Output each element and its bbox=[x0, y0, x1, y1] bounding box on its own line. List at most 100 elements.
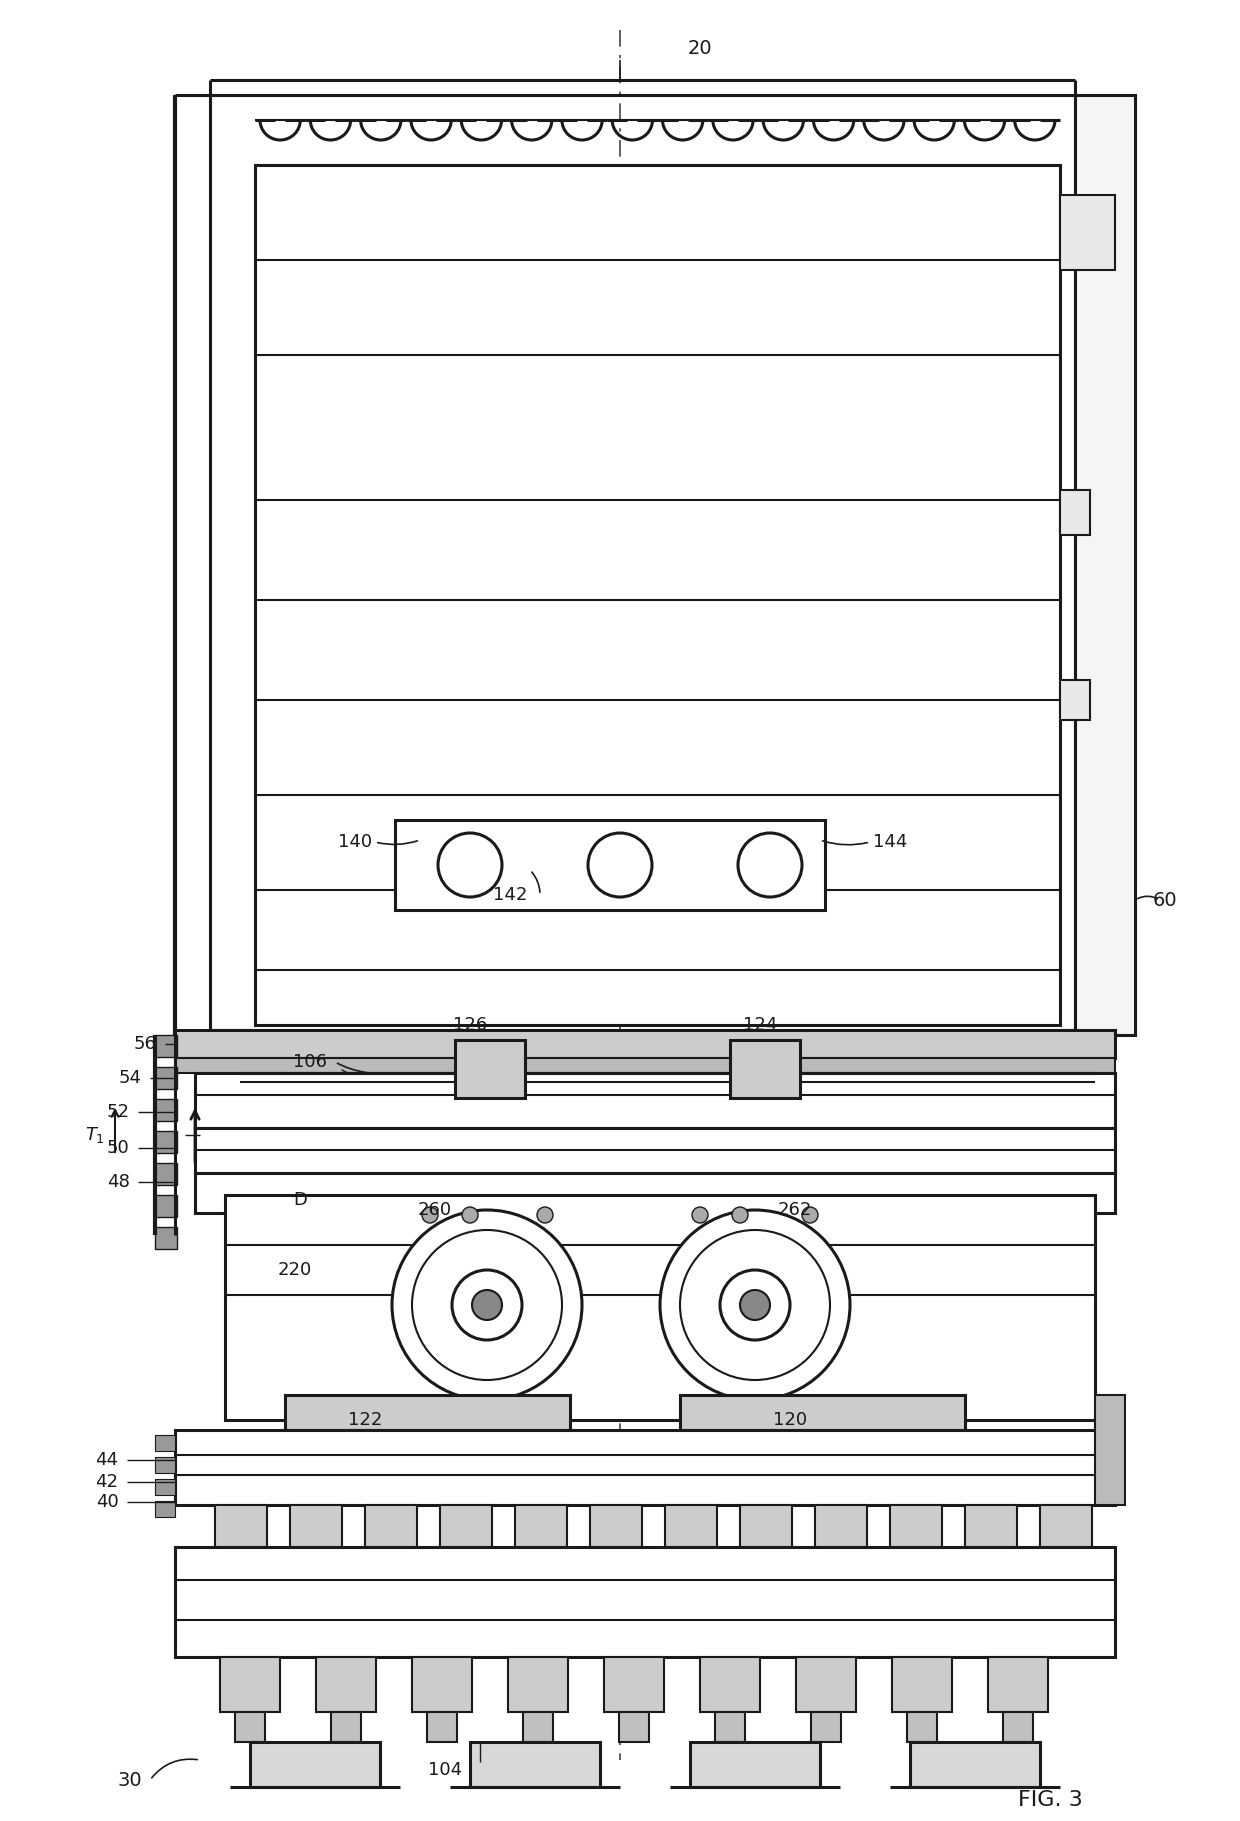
Bar bbox=[155, 1227, 177, 1249]
Bar bbox=[175, 1548, 1115, 1657]
Circle shape bbox=[802, 1207, 818, 1224]
Text: $T_1$: $T_1$ bbox=[86, 1125, 105, 1145]
Text: 44: 44 bbox=[95, 1451, 119, 1470]
Bar bbox=[195, 1073, 1115, 1127]
Bar bbox=[665, 1504, 717, 1548]
Text: 220: 220 bbox=[278, 1260, 312, 1278]
Bar bbox=[689, 1743, 820, 1786]
Bar bbox=[523, 1712, 553, 1743]
Text: 60: 60 bbox=[1153, 890, 1177, 909]
Bar bbox=[740, 1504, 792, 1548]
Bar bbox=[796, 1657, 856, 1712]
Bar bbox=[219, 1657, 280, 1712]
Text: 48: 48 bbox=[107, 1173, 129, 1191]
Bar bbox=[155, 1479, 175, 1495]
Bar bbox=[155, 1501, 175, 1517]
Bar bbox=[815, 1504, 867, 1548]
Bar bbox=[910, 1743, 1040, 1786]
Text: 30: 30 bbox=[118, 1770, 143, 1790]
Bar bbox=[508, 1657, 568, 1712]
Bar bbox=[1003, 1712, 1033, 1743]
Bar bbox=[236, 1712, 265, 1743]
Circle shape bbox=[453, 1269, 522, 1340]
Circle shape bbox=[740, 1289, 770, 1320]
Text: 106: 106 bbox=[293, 1053, 327, 1071]
Text: 144: 144 bbox=[873, 832, 908, 850]
Bar bbox=[701, 1657, 760, 1712]
Circle shape bbox=[692, 1207, 708, 1224]
Circle shape bbox=[720, 1269, 790, 1340]
Bar bbox=[255, 166, 1060, 1025]
Bar bbox=[1075, 95, 1135, 1034]
Bar bbox=[331, 1712, 361, 1743]
Bar bbox=[412, 1657, 472, 1712]
Bar bbox=[1095, 1395, 1125, 1504]
Bar bbox=[250, 1743, 379, 1786]
Bar bbox=[155, 1195, 177, 1216]
Bar bbox=[175, 1031, 1115, 1058]
Bar bbox=[440, 1504, 492, 1548]
Bar bbox=[988, 1657, 1048, 1712]
Bar bbox=[715, 1712, 745, 1743]
Text: 126: 126 bbox=[453, 1016, 487, 1034]
Circle shape bbox=[422, 1207, 438, 1224]
Text: 120: 120 bbox=[773, 1411, 807, 1429]
Bar bbox=[455, 1040, 525, 1098]
Circle shape bbox=[588, 832, 652, 898]
Text: 124: 124 bbox=[743, 1016, 777, 1034]
Bar bbox=[965, 1504, 1017, 1548]
Bar bbox=[155, 1164, 177, 1185]
Bar bbox=[515, 1504, 567, 1548]
Text: 40: 40 bbox=[95, 1493, 118, 1511]
Bar bbox=[892, 1657, 952, 1712]
Bar bbox=[155, 1067, 177, 1089]
Text: 122: 122 bbox=[347, 1411, 382, 1429]
Bar bbox=[155, 1131, 177, 1153]
Bar bbox=[811, 1712, 841, 1743]
Bar bbox=[396, 819, 825, 910]
Circle shape bbox=[738, 832, 802, 898]
Bar bbox=[680, 1395, 965, 1429]
Text: 52: 52 bbox=[107, 1104, 129, 1122]
Bar bbox=[195, 1173, 1115, 1213]
Bar bbox=[619, 1712, 649, 1743]
Text: D: D bbox=[293, 1191, 308, 1209]
Circle shape bbox=[732, 1207, 748, 1224]
Bar bbox=[604, 1657, 663, 1712]
Circle shape bbox=[472, 1289, 502, 1320]
Bar bbox=[365, 1504, 417, 1548]
Bar bbox=[906, 1712, 937, 1743]
Text: FIG. 3: FIG. 3 bbox=[1018, 1790, 1083, 1810]
Bar bbox=[1060, 490, 1090, 535]
Bar bbox=[290, 1504, 342, 1548]
Bar bbox=[590, 1504, 642, 1548]
Text: 50: 50 bbox=[107, 1138, 129, 1156]
Circle shape bbox=[392, 1209, 582, 1400]
Bar bbox=[316, 1657, 376, 1712]
Bar bbox=[224, 1195, 1095, 1420]
Bar bbox=[890, 1504, 942, 1548]
Bar bbox=[1060, 679, 1090, 719]
Bar bbox=[730, 1040, 800, 1098]
Bar bbox=[195, 1127, 1115, 1173]
Bar bbox=[215, 1504, 267, 1548]
Circle shape bbox=[463, 1207, 477, 1224]
Circle shape bbox=[660, 1209, 849, 1400]
Bar bbox=[155, 1034, 177, 1056]
Text: 42: 42 bbox=[95, 1473, 119, 1491]
Bar bbox=[175, 1058, 1115, 1073]
Circle shape bbox=[680, 1229, 830, 1380]
Text: 260: 260 bbox=[418, 1202, 453, 1218]
Bar bbox=[155, 1100, 177, 1122]
Circle shape bbox=[412, 1229, 562, 1380]
Bar bbox=[470, 1743, 600, 1786]
Bar bbox=[155, 1457, 175, 1473]
Bar bbox=[175, 1429, 1115, 1504]
Text: 262: 262 bbox=[777, 1202, 812, 1218]
Bar bbox=[155, 1435, 175, 1451]
Text: 140: 140 bbox=[339, 832, 372, 850]
Bar bbox=[285, 1395, 570, 1429]
Text: 20: 20 bbox=[688, 38, 712, 58]
Circle shape bbox=[537, 1207, 553, 1224]
Bar bbox=[1060, 195, 1115, 270]
